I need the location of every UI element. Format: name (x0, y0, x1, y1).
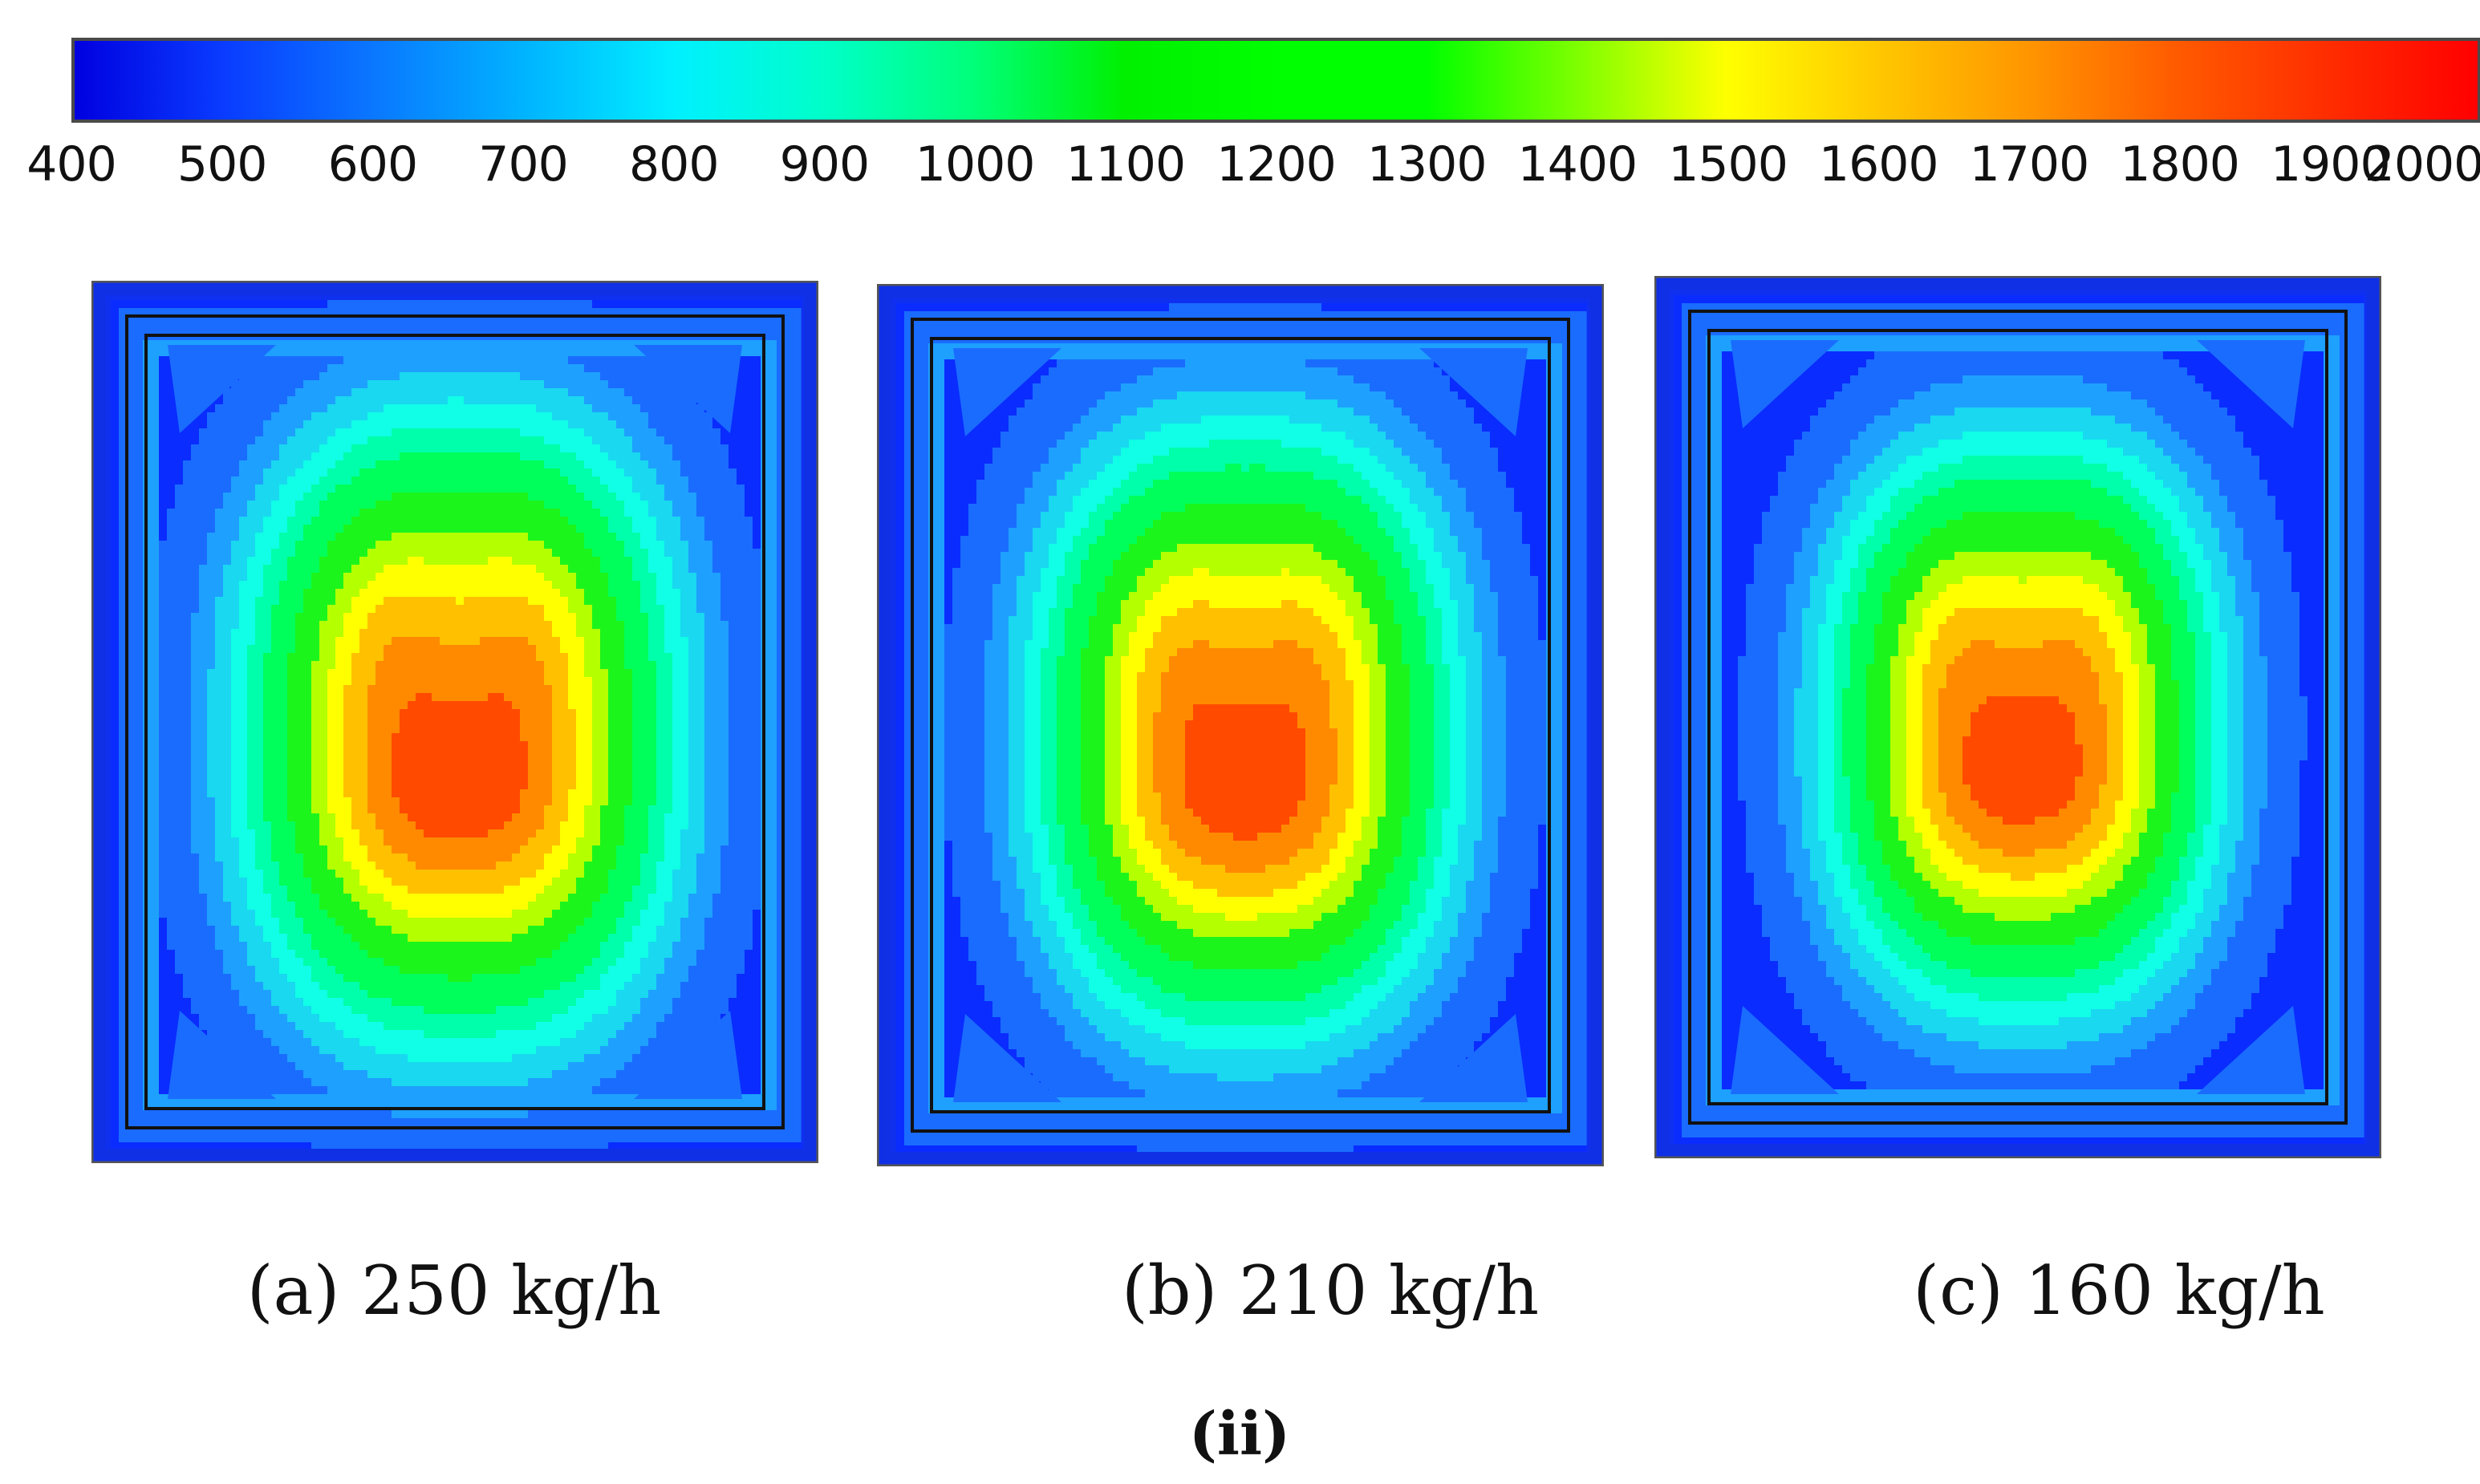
colorbar-tick-label: 2000 (2364, 136, 2480, 193)
corner-cold-region (1419, 1014, 1528, 1102)
colorbar-tick-label: 1800 (2120, 136, 2240, 193)
colorbar-tick-label: 1300 (1367, 136, 1488, 193)
furnace-wall-line (1688, 310, 2348, 1125)
colorbar-tick-label: 1900 (2271, 136, 2391, 193)
colorbar-tick-label: 1600 (1819, 136, 1939, 193)
furnace-wall-line (1707, 329, 2328, 1105)
panel-outline (877, 284, 1604, 1166)
temperature-contour (91, 281, 818, 1163)
contour-cells (1674, 295, 2364, 1146)
corner-cold-region (953, 348, 1061, 436)
contour-cells (111, 300, 802, 1151)
furnace-wall-line (911, 318, 1570, 1133)
corner-cold-region (2197, 340, 2305, 428)
outer-wall-band (877, 284, 1604, 1166)
colorbar-tick-label: 500 (177, 136, 268, 193)
caption-a: (a) 250 kg/h (247, 1251, 661, 1330)
colorbar-tick-label: 700 (478, 136, 569, 193)
subfigure-label: (ii) (1189, 1400, 1290, 1469)
corner-cold-region (1731, 340, 1839, 428)
colorbar-tick-label: 1200 (1216, 136, 1337, 193)
corner-cold-region (634, 345, 742, 433)
colorbar-tick-label: 1100 (1065, 136, 1186, 193)
outer-wall-band (1654, 276, 2381, 1158)
contour-panel-a (91, 281, 818, 1163)
corner-cold-region (1419, 348, 1528, 436)
corner-cold-region (168, 1011, 276, 1099)
contour-cells (896, 303, 1587, 1154)
outer-wall-band (91, 281, 818, 1163)
colorbar-tick-label: 1700 (1970, 136, 2090, 193)
colorbar-tick-label: 1000 (915, 136, 1036, 193)
temperature-contour (1654, 276, 2381, 1158)
furnace-wall-line (125, 314, 785, 1129)
colorbar-ticks: 400 500 600 700 800 900 1000 1100 1200 1300 1400 15… (0, 136, 2480, 209)
colorbar-tick-label: 400 (26, 136, 117, 193)
furnace-wall-line (930, 337, 1551, 1113)
furnace-wall-line (144, 334, 765, 1110)
colorbar-tick-label: 1400 (1518, 136, 1638, 193)
colorbar (71, 38, 2480, 123)
corner-cold-region (1731, 1006, 1839, 1094)
panel-outline (1654, 276, 2381, 1158)
corner-cold-region (168, 345, 276, 433)
panel-outline (91, 281, 818, 1163)
colorbar-tick-label: 600 (328, 136, 419, 193)
corner-cold-region (2197, 1006, 2305, 1094)
temperature-contour (877, 284, 1604, 1166)
colorbar-tick-label: 900 (780, 136, 871, 193)
contour-panel-c (1654, 276, 2381, 1158)
corner-cold-region (953, 1014, 1061, 1102)
colorbar-tick-label: 1500 (1668, 136, 1788, 193)
caption-c: (c) 160 kg/h (1913, 1251, 2324, 1330)
contour-panel-b (877, 284, 1604, 1166)
caption-b: (b) 210 kg/h (1122, 1251, 1539, 1330)
colorbar-tick-label: 800 (629, 136, 720, 193)
corner-cold-region (634, 1011, 742, 1099)
